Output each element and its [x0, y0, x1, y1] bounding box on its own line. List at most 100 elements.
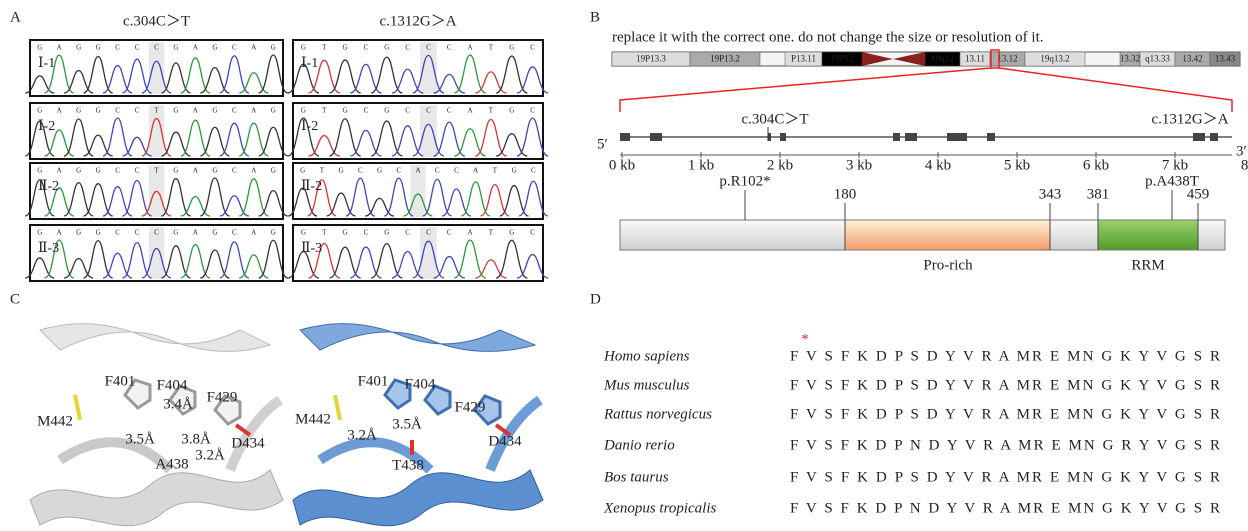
base: C — [530, 44, 535, 52]
trace-peak — [102, 252, 133, 279]
residue-label: F401 — [105, 373, 136, 389]
trace-peak — [122, 58, 152, 94]
base: G — [271, 107, 276, 115]
base: G — [301, 107, 306, 115]
sequence: F V S F K D P N D Y V R A MR E MN G R Y … — [790, 437, 1220, 453]
residue-label: T438 — [392, 457, 424, 473]
base: C — [435, 167, 440, 175]
residue-label: D434 — [488, 433, 522, 449]
band-label: 13.11 — [965, 54, 985, 64]
note: replace it with the correct one. do not … — [612, 29, 1044, 45]
domain-label: RRM — [1131, 257, 1164, 273]
residue-label: 3.5Å — [392, 416, 422, 432]
position-label: 381 — [1087, 186, 1110, 202]
base: C — [232, 167, 237, 175]
residue-label: F429 — [207, 389, 238, 405]
trace-peak — [102, 186, 133, 217]
chromatogram-box — [292, 224, 544, 282]
residue-label: M442 — [295, 411, 331, 427]
kb-label: 2 kb — [767, 157, 793, 173]
base: C — [135, 44, 140, 52]
trace-peak — [308, 134, 341, 157]
trace-peak — [219, 122, 250, 157]
base: C — [426, 229, 431, 237]
species-name: Rattus norvegicus — [603, 406, 712, 422]
position-label: 459 — [1187, 186, 1210, 202]
chromatogram-box — [29, 39, 284, 97]
base: C — [454, 167, 459, 175]
trace-peak — [391, 250, 424, 279]
base: G — [96, 107, 101, 115]
base: A — [251, 229, 256, 237]
base: G — [509, 229, 514, 237]
trace-peak — [258, 54, 289, 94]
sequence: F V S F K D P N D Y V R A MR E MN G K Y … — [790, 500, 1220, 516]
base: C — [115, 44, 120, 52]
base: G — [377, 167, 382, 175]
band-label: P13.11 — [791, 54, 816, 64]
sequence: F V S F K D P S D Y V R A MR E MN G K Y … — [790, 406, 1220, 422]
base: G — [343, 229, 348, 237]
trace-peak — [308, 59, 341, 94]
band-label: 19P13.2 — [710, 54, 740, 64]
base: A — [193, 107, 198, 115]
mutation-label: p.A438T — [1145, 173, 1199, 189]
species-name: Bos taurus — [604, 469, 669, 485]
position-label: 180 — [834, 186, 857, 202]
base: G — [37, 167, 42, 175]
residue-label: M442 — [37, 413, 73, 429]
base: G — [343, 44, 348, 52]
base: C — [232, 229, 237, 237]
base: A — [251, 107, 256, 115]
base: G — [301, 229, 306, 237]
base: T — [489, 229, 494, 237]
sample-label: Ⅱ-2 — [301, 179, 322, 194]
strand-label: 3′ — [1236, 143, 1247, 159]
trace-peak — [239, 254, 269, 279]
kb-label: 8 kb — [1241, 157, 1248, 173]
exon — [780, 133, 786, 141]
trace-peak — [200, 126, 230, 157]
trace-peak — [258, 126, 289, 157]
trace-peak — [180, 243, 211, 279]
trace-peak — [495, 239, 528, 279]
trace-peak — [412, 240, 445, 279]
sample-label: Ⅰ-2 — [301, 119, 318, 134]
trace-peak — [44, 239, 75, 279]
sample-label: Ⅰ-1 — [38, 56, 55, 71]
trace-peak — [454, 128, 486, 157]
trace-peak — [287, 117, 320, 157]
trace-peak — [63, 118, 94, 157]
base: A — [251, 167, 256, 175]
base: G — [173, 167, 178, 175]
sequence: F V S F K D P S D Y V R A MR E MN G K Y … — [790, 469, 1220, 485]
base: C — [426, 107, 431, 115]
base: A — [415, 167, 420, 175]
base: G — [271, 229, 276, 237]
base: G — [343, 107, 348, 115]
trace-peak — [433, 73, 466, 94]
chromatogram-box — [29, 224, 284, 282]
trace-peak — [499, 184, 529, 217]
base: C — [447, 229, 452, 237]
trace-peak — [329, 246, 361, 279]
band-label: 19q12 — [931, 54, 954, 64]
trace-peak — [287, 251, 320, 279]
chromatogram-box — [292, 102, 544, 160]
trace-peak — [287, 63, 320, 94]
column-title: c.304C＞T — [123, 13, 190, 29]
trace-peak — [200, 249, 230, 279]
band-label: 13.12 — [997, 54, 1017, 64]
trace-peak — [391, 68, 424, 94]
highlight — [420, 227, 437, 279]
base: C — [447, 44, 452, 52]
base: G — [512, 167, 517, 175]
base: C — [426, 44, 431, 52]
trace-peak — [122, 179, 152, 217]
base: C — [405, 229, 410, 237]
domain-pro-rich — [844, 219, 1051, 251]
base: A — [468, 229, 473, 237]
base: G — [509, 44, 514, 52]
base: G — [96, 44, 101, 52]
